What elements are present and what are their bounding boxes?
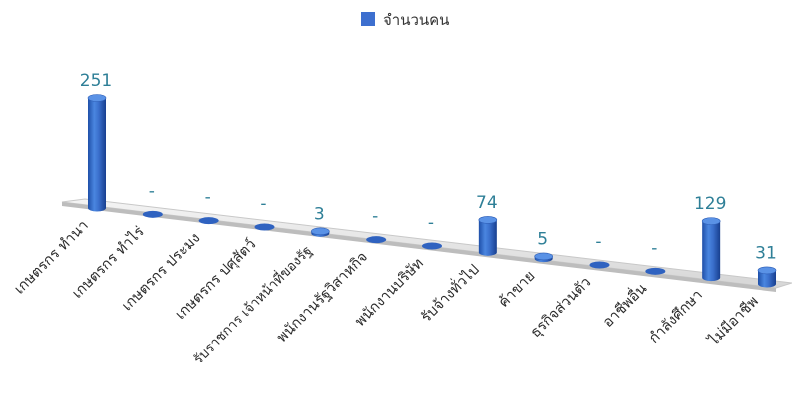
bar-empty-disk <box>254 223 275 231</box>
category-label: ธุรกิจส่วนตัว <box>528 275 595 342</box>
data-label: - <box>149 181 155 201</box>
bar <box>311 227 330 237</box>
bar <box>478 216 498 256</box>
data-label: - <box>595 232 601 252</box>
category-label: รับจ้างทั่วไป <box>416 260 482 326</box>
data-label: - <box>205 188 211 208</box>
data-label: - <box>260 194 266 214</box>
category-label: ไม่มีอาชีพ <box>704 292 762 350</box>
bar-body <box>88 98 106 212</box>
bar <box>422 242 442 250</box>
bar-top <box>701 217 721 225</box>
bar-empty-disk <box>422 242 442 250</box>
bar-empty-disk <box>589 261 610 269</box>
bar-top <box>87 94 107 102</box>
bar <box>142 210 163 218</box>
data-label: - <box>372 207 378 227</box>
bar <box>366 236 387 244</box>
category-label: กำลังศึกษา <box>646 287 706 347</box>
bar <box>87 94 107 212</box>
bar <box>701 217 721 282</box>
data-label: - <box>428 213 434 233</box>
bar <box>534 252 553 263</box>
bar <box>254 223 275 231</box>
category-label: รับราชการ เจ้าหน้าที่ของรัฐ <box>189 241 315 367</box>
bar-empty-disk <box>198 217 219 225</box>
bar-top <box>757 266 777 275</box>
data-label: 129 <box>694 194 726 214</box>
bar-body <box>478 219 497 256</box>
data-label: - <box>651 238 657 258</box>
bar-body <box>534 256 553 263</box>
data-label: 74 <box>476 193 498 213</box>
bar-empty-disk <box>142 210 163 218</box>
bar <box>757 266 777 288</box>
bar-empty-disk <box>645 267 666 275</box>
bar <box>645 267 666 275</box>
data-label: 5 <box>537 229 548 249</box>
chart-floor-edge <box>62 202 776 292</box>
bar-empty-disk <box>366 236 387 244</box>
data-label: 251 <box>80 71 112 91</box>
bar <box>589 261 610 269</box>
category-label: ค้าขาย <box>495 267 538 310</box>
data-label: 3 <box>314 204 325 224</box>
data-label: 31 <box>755 243 777 263</box>
bar-body <box>311 231 330 237</box>
legend: จำนวนคน <box>361 11 449 29</box>
bar-top <box>534 252 553 261</box>
bar-body <box>702 221 721 282</box>
legend-swatch <box>361 12 375 26</box>
bar-top <box>478 216 498 224</box>
bar-body <box>758 270 776 288</box>
category-label: อาชีพอื่น <box>598 279 650 331</box>
legend-label: จำนวนคน <box>383 11 449 29</box>
bar-top <box>311 227 330 236</box>
bar <box>198 217 219 225</box>
